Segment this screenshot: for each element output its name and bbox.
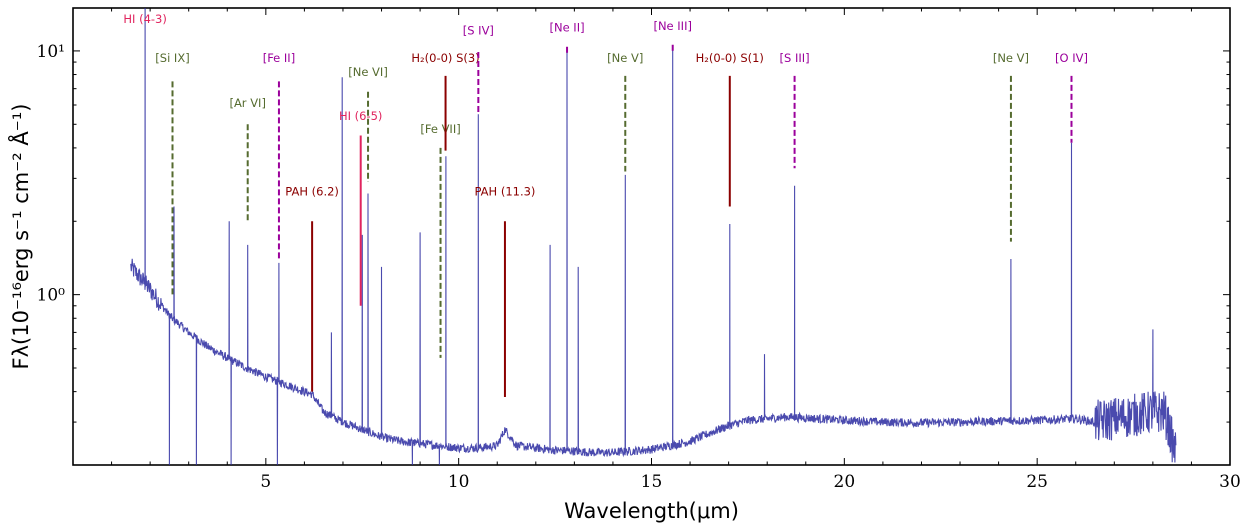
line-label-16: [Ne V] [993,51,1029,65]
line-label-17: [O IV] [1055,51,1088,65]
y-tick-label-1: 10¹ [37,42,65,62]
line-label-6: HI (6-5) [339,109,382,123]
x-axis: 5 10 15 20 25 30 [111,8,1241,492]
line-label-4: PAH (6.2) [285,185,339,199]
x-tick-label-20: 20 [834,472,856,492]
line-label-14: H₂(0-0) S(1) [696,51,764,65]
x-axis-title: Wavelength(μm) [564,499,739,523]
line-label-5: [Ne VI] [348,65,388,79]
line-label-0: HI (4-3) [123,12,166,26]
plot-frame [72,7,1231,466]
y-tick-label-0: 10⁰ [37,286,66,306]
line-label-10: PAH (11.3) [474,185,535,199]
x-tick-label-5: 5 [260,472,271,492]
x-tick-label-30: 30 [1219,472,1241,492]
spectrum-line [130,8,1177,465]
line-label-15: [S III] [780,51,810,65]
spectrum-series [130,8,1177,465]
line-label-7: [Fe VII] [420,122,460,136]
line-labels-group: HI (4-3) [Si IX] [Ar VI] [Fe II] PAH (6.2) [N… [123,12,1088,398]
line-label-12: [Ne V] [607,51,643,65]
line-label-8: H₂(0-0) S(3) [411,51,479,65]
line-label-3: [Fe II] [263,51,295,65]
y-axis-title: Fλ(10⁻¹⁶erg s⁻¹ cm⁻² Å⁻¹) [7,104,33,370]
x-tick-label-15: 15 [641,472,663,492]
line-label-11: [Ne II] [549,21,584,35]
x-tick-label-25: 25 [1026,472,1048,492]
y-axis: 10⁰ 10¹ [37,42,1230,466]
line-label-13: [Ne III] [653,19,691,33]
line-label-1: [Si IX] [155,51,189,65]
line-label-9: [S IV] [463,23,494,37]
x-tick-label-10: 10 [448,472,470,492]
line-label-2: [Ar VI] [229,96,265,110]
